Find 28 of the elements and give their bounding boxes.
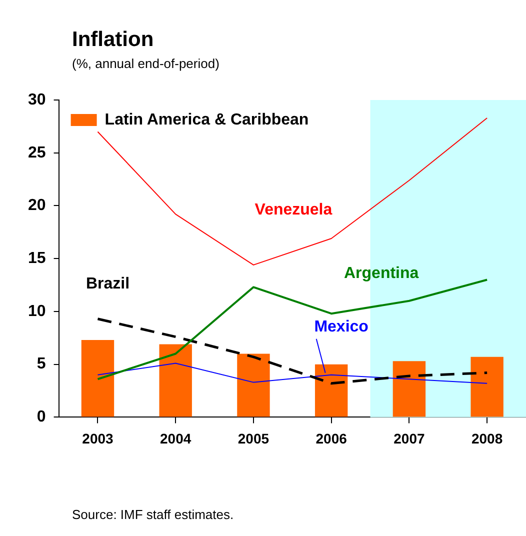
y-tick-label: 0: [36, 408, 46, 426]
y-tick-label: 30: [28, 91, 46, 108]
series-label: Venezuela: [254, 201, 332, 218]
bar: [159, 344, 192, 417]
chart-subtitle: (%, annual end-of-period): [72, 56, 220, 71]
x-tick-label: 2007: [394, 430, 425, 446]
x-tick-label: 2003: [82, 430, 114, 446]
bar: [237, 354, 270, 417]
y-tick-label: 5: [36, 356, 46, 373]
legend-label: Latin America & Caribbean: [104, 111, 309, 128]
bar: [392, 361, 426, 417]
y-tick-label: 10: [28, 302, 46, 320]
x-tick-label: 2004: [160, 430, 192, 446]
series-label: Argentina: [344, 264, 419, 282]
y-tick-label: 15: [28, 250, 46, 268]
text: Mexico: [314, 318, 369, 336]
bar: [314, 364, 348, 417]
x-tick-label: 2006: [316, 430, 348, 446]
chart-title: Inflation: [72, 28, 154, 52]
series-label: Brazil: [86, 275, 130, 292]
x-tick-label: 2008: [471, 430, 503, 446]
bar: [470, 356, 504, 417]
y-tick-label: 20: [28, 197, 46, 214]
source-note: Source: IMF staff estimates.: [72, 507, 234, 522]
y-tick-label: 25: [28, 144, 46, 162]
line-series: [96, 318, 488, 385]
bar: [81, 340, 114, 417]
x-tick-label: 2005: [238, 430, 270, 446]
